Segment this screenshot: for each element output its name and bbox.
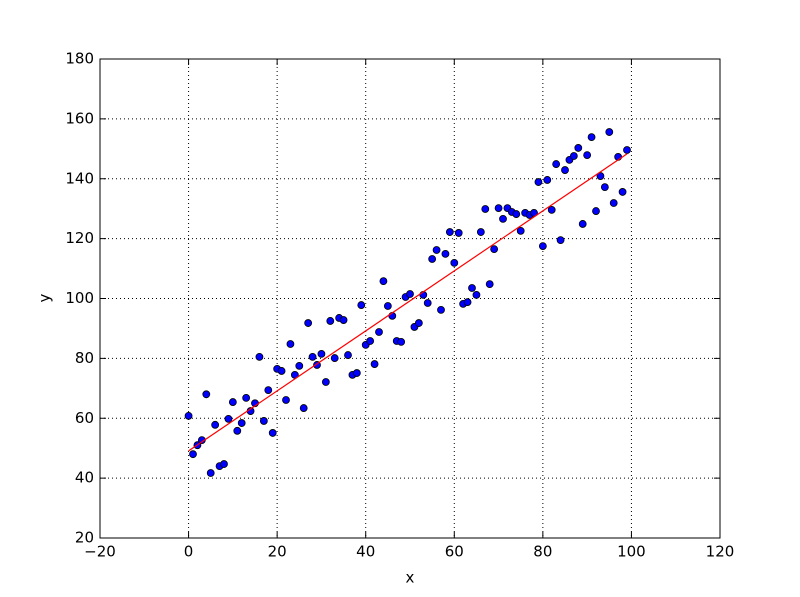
scatter-point — [445, 228, 454, 236]
scatter-point — [494, 204, 503, 212]
x-tick-label: 100 — [617, 543, 646, 561]
scatter-point — [454, 229, 463, 237]
y-tick-label: 140 — [65, 169, 94, 187]
y-tick-label: 60 — [75, 409, 94, 427]
scatter-point — [242, 393, 251, 402]
scatter-point — [534, 178, 543, 186]
y-tick-label: 160 — [65, 109, 94, 127]
scatter-point — [233, 426, 242, 435]
scatter-point — [277, 367, 286, 375]
scatter-point — [600, 183, 609, 192]
scatter-point — [574, 144, 583, 152]
x-tick-label: −20 — [84, 543, 116, 561]
scatter-point — [379, 277, 388, 286]
scatter-point — [326, 317, 335, 325]
scatter-point — [264, 386, 273, 395]
scatter-point — [259, 417, 268, 425]
y-axis-label: y — [36, 293, 54, 302]
scatter-point — [352, 369, 361, 377]
scatter-point — [428, 255, 437, 263]
scatter-point — [366, 337, 375, 345]
y-tick-label: 80 — [75, 349, 94, 367]
scatter-point — [463, 298, 472, 306]
fit-line — [188, 153, 628, 452]
scatter-point — [206, 469, 215, 477]
y-tick-label: 100 — [65, 289, 94, 307]
scatter-point — [543, 176, 552, 184]
scatter-point — [406, 290, 414, 298]
scatter-point — [609, 199, 618, 207]
scatter-point — [202, 390, 211, 399]
scatter-point — [490, 245, 499, 254]
scatter-point — [308, 352, 317, 361]
scatter-point — [547, 205, 556, 214]
scatter-point — [282, 396, 290, 404]
y-tick-label: 180 — [65, 50, 94, 68]
scatter-point — [472, 291, 481, 299]
scatter-point — [538, 242, 547, 251]
scatter-point — [286, 340, 295, 348]
x-tick-label: 40 — [356, 543, 375, 561]
scatter-point — [423, 299, 432, 307]
scatter-point — [339, 316, 348, 324]
scatter-point — [220, 460, 228, 468]
scatter-point — [587, 133, 596, 142]
scatter-point — [375, 328, 383, 336]
scatter-point — [383, 302, 392, 310]
scatter-point — [344, 351, 352, 359]
scatter-point — [357, 301, 366, 309]
scatter-point — [414, 319, 423, 327]
scatter-point — [512, 210, 521, 218]
scatter-point — [476, 228, 485, 236]
scatter-point — [237, 419, 246, 427]
scatter-point — [224, 414, 233, 423]
scatter-point — [499, 214, 507, 223]
y-tick-label: 40 — [75, 469, 94, 487]
scatter-point — [583, 151, 592, 159]
scatter-point — [370, 360, 379, 368]
scatter-point — [592, 207, 600, 215]
scatter-point — [552, 160, 561, 168]
scatter-point — [228, 398, 237, 406]
scatter-point — [432, 246, 441, 254]
x-tick-label: 80 — [533, 543, 552, 561]
scatter-point — [556, 236, 565, 245]
scatter-point — [437, 305, 445, 314]
y-tick-label: 20 — [75, 529, 94, 547]
scatter-point — [330, 354, 339, 362]
x-tick-label: 0 — [184, 543, 194, 561]
scatter-point — [561, 166, 569, 174]
plot-frame — [99, 58, 721, 539]
scatter-point — [295, 361, 304, 370]
x-tick-label: 20 — [268, 543, 287, 561]
x-tick-label: 60 — [445, 543, 464, 561]
scatter-point — [268, 429, 277, 437]
scatter-point — [623, 146, 631, 154]
scatter-point — [321, 378, 330, 386]
scatter-point — [618, 188, 627, 196]
scatter-point — [304, 319, 313, 327]
scatter-point — [516, 226, 525, 235]
scatter-point — [211, 420, 220, 429]
scatter-point — [569, 152, 578, 160]
x-tick-label: 120 — [706, 543, 735, 561]
scatter-point — [441, 249, 450, 258]
scatter-point — [397, 338, 406, 346]
scatter-point — [450, 258, 459, 267]
scatter-point — [605, 128, 614, 136]
scatter-point — [578, 220, 587, 228]
y-tick-label: 120 — [65, 229, 94, 247]
scatter-point — [485, 280, 494, 289]
scatter-point — [468, 284, 476, 292]
scatter-point — [481, 205, 490, 213]
x-axis-label: x — [406, 569, 415, 587]
scatter-point — [317, 349, 326, 358]
scatter-point — [184, 411, 193, 420]
scatter-point — [299, 404, 308, 412]
scatter-point — [255, 352, 264, 361]
scatter-point — [189, 450, 197, 459]
